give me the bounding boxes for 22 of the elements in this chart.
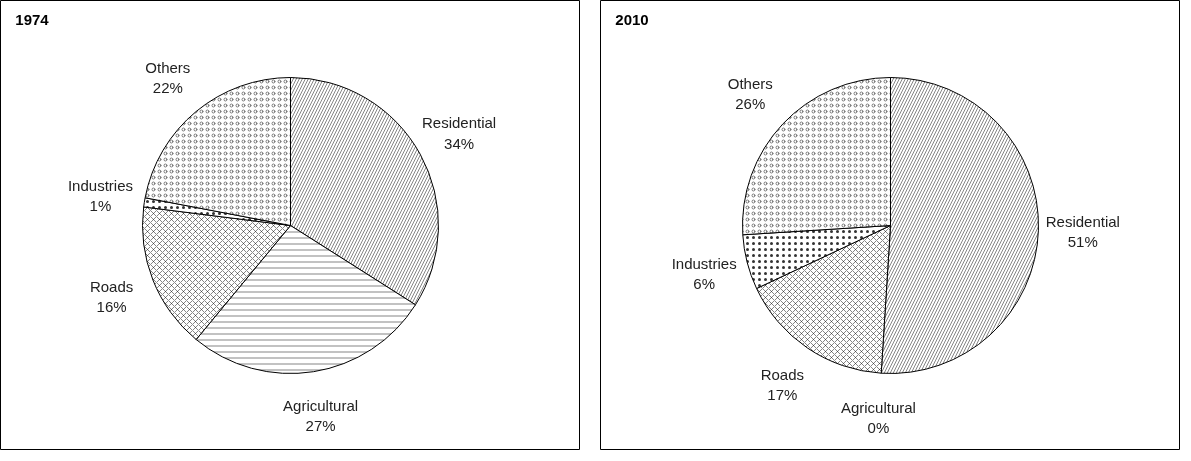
slice-label: Others: [727, 75, 773, 93]
slice-label: Agricultural: [283, 396, 359, 414]
slice-label: Industries: [671, 254, 737, 272]
slice-label: Industries: [67, 176, 133, 194]
data-label: 26%: [735, 95, 766, 113]
data-label: 22%: [152, 78, 183, 96]
data-label: 1%: [89, 197, 112, 215]
chart-title: 1974: [15, 11, 50, 29]
text: 0%: [867, 419, 890, 437]
slice-label: Roads: [760, 365, 805, 383]
slice-label: Residential: [422, 114, 497, 132]
slice-label: Residential: [1045, 212, 1120, 230]
data-label: 17%: [767, 386, 798, 404]
data-label: 51%: [1067, 233, 1098, 251]
chart-title: 2010: [615, 11, 649, 29]
data-label: 34%: [444, 134, 475, 152]
data-label: 27%: [305, 417, 336, 435]
category-label: Agricultural: [840, 398, 916, 416]
slice-label: Roads: [89, 277, 134, 295]
slice-label: Others: [145, 58, 191, 76]
data-label: 16%: [96, 298, 127, 316]
data-label: 6%: [693, 275, 715, 293]
